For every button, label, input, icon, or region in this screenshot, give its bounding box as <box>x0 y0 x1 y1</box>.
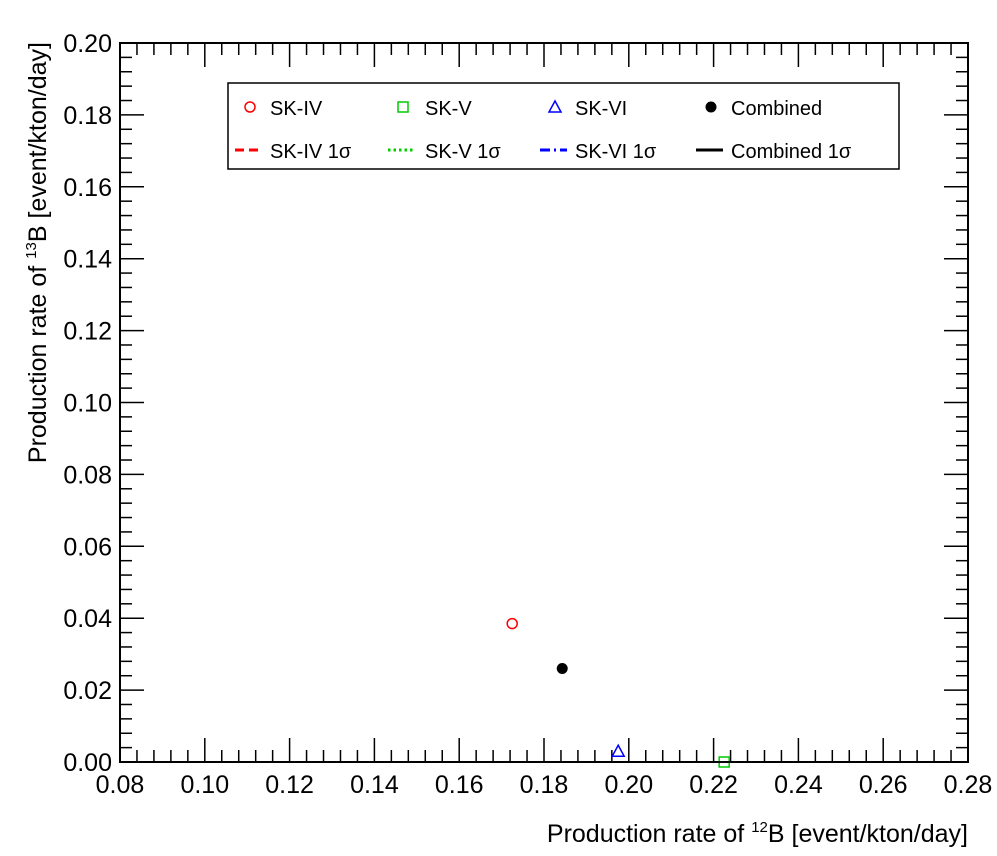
x-tick-label: 0.22 <box>689 771 738 799</box>
x-tick-label: 0.24 <box>774 771 823 799</box>
legend-label: SK-IV <box>270 98 323 120</box>
x-tick-label: 0.08 <box>96 771 145 799</box>
points-layer <box>506 617 730 768</box>
legend-label: SK-VI <box>575 98 627 120</box>
legend-label: SK-VI 1σ <box>575 141 657 163</box>
y-tick-label: 0.16 <box>63 174 112 202</box>
x-tick-label: 0.16 <box>435 771 484 799</box>
point-sk-iv <box>506 617 518 630</box>
y-tick-label: 0.14 <box>63 246 112 274</box>
y-tick-label: 0.00 <box>63 749 112 777</box>
x-tick-label: 0.18 <box>520 771 569 799</box>
legend-label: Combined <box>731 98 822 120</box>
y-axis-title: Production rate of 13B [event/kton/day] <box>23 42 52 463</box>
legend-label: Combined 1σ <box>731 141 852 163</box>
point-sk-vi <box>610 743 626 757</box>
legend-marker-combined <box>705 101 717 113</box>
plot-frame <box>119 42 969 763</box>
x-tick-label: 0.26 <box>859 771 908 799</box>
legend-marker-sk-v <box>397 101 409 113</box>
y-tick-label: 0.18 <box>63 102 112 130</box>
x-tick-label: 0.12 <box>265 771 314 799</box>
y-tick-labels: 0.00 0.02 0.04 0.06 0.08 0.10 0.12 0.14 0.16 0.18… <box>63 30 112 777</box>
legend: SK-IV SK-V SK-VI Combined SK-IV 1σ SK-V 1σ SK-… <box>227 82 900 170</box>
x-tick-label: 0.10 <box>180 771 229 799</box>
y-tick-label: 0.04 <box>63 605 112 633</box>
x-tick-labels: 0.08 0.10 0.12 0.14 0.16 0.18 0.20 0.22 0.24 0.26… <box>96 771 993 799</box>
x-axis-title: Production rate of 12B [event/kton/day] <box>547 819 968 848</box>
x-tick-label: 0.28 <box>944 771 993 799</box>
y-tick-label: 0.08 <box>63 461 112 489</box>
legend-marker-sk-iv <box>244 101 256 113</box>
contour-sk-v-1- <box>370 721 773 763</box>
contour-layer <box>244 541 773 771</box>
contour-sk-vi-1- <box>244 712 628 766</box>
y-tick-label: 0.02 <box>63 677 112 705</box>
x-tick-label: 0.14 <box>350 771 399 799</box>
legend-marker-sk-vi <box>547 99 563 113</box>
point-combined <box>556 663 568 675</box>
contour-sk-iv-1- <box>345 733 680 763</box>
y-tick-label: 0.06 <box>63 533 112 561</box>
legend-label: SK-V 1σ <box>425 141 501 163</box>
x-tick-label: 0.20 <box>604 771 653 799</box>
legend-box <box>227 82 900 170</box>
contour-combined-1- <box>413 541 684 771</box>
y-tick-label: 0.10 <box>63 390 112 418</box>
legend-label: SK-IV 1σ <box>270 141 352 163</box>
y-tick-label: 0.20 <box>63 30 112 58</box>
y-tick-label: 0.12 <box>63 318 112 346</box>
axis-ticks <box>119 42 969 763</box>
legend-label: SK-V <box>425 98 472 120</box>
